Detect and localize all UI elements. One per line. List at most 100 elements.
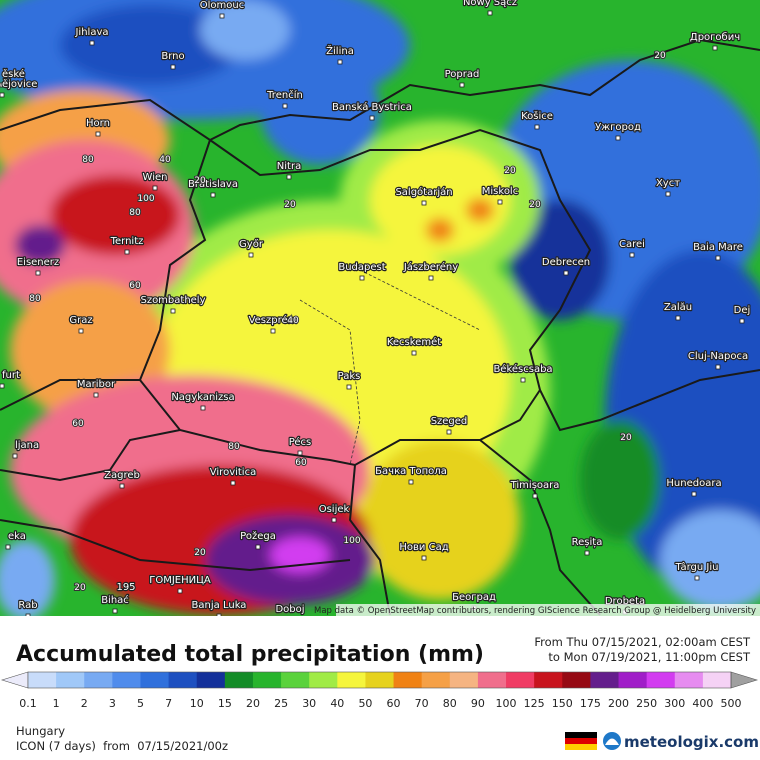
city-marker bbox=[170, 308, 176, 314]
legend-tick-label: 150 bbox=[552, 697, 573, 710]
city-label: Miskolc bbox=[482, 186, 518, 197]
city-label: Banja Luka bbox=[192, 600, 247, 611]
legend-swatch bbox=[393, 672, 423, 688]
legend-swatch bbox=[506, 672, 535, 688]
legend-tick-label: 125 bbox=[524, 697, 545, 710]
city-marker bbox=[25, 613, 31, 616]
city-marker bbox=[288, 618, 292, 622]
map: Olomouc Jihlava Brno Žilina Nowy Sącz Дрогоби… bbox=[0, 0, 760, 622]
city-marker bbox=[534, 124, 540, 130]
city-marker bbox=[712, 45, 718, 51]
city-label: Szombathely bbox=[140, 295, 205, 306]
city-label: Trenčín bbox=[266, 89, 303, 101]
city-marker bbox=[459, 82, 465, 88]
city-label: eka bbox=[8, 531, 26, 542]
legend-swatch bbox=[309, 672, 338, 688]
city-marker bbox=[532, 493, 538, 499]
legend-tick-label: 80 bbox=[443, 697, 457, 710]
legend-tick-label: 250 bbox=[636, 697, 657, 710]
legend-swatch bbox=[56, 672, 85, 688]
city-label: Požega bbox=[240, 530, 276, 542]
city-label: Hunedoara bbox=[666, 478, 721, 489]
brand-logo: meteologix.com bbox=[603, 732, 759, 751]
city-label: ějovice bbox=[2, 78, 37, 90]
city-label: Békéscsaba bbox=[493, 363, 552, 375]
city-label: Wien bbox=[143, 172, 168, 183]
legend-tick-label: 300 bbox=[664, 697, 685, 710]
city-marker bbox=[428, 275, 434, 281]
city-label: Nitra bbox=[277, 161, 301, 172]
city-marker bbox=[216, 613, 222, 616]
city-label: Хуст bbox=[656, 178, 680, 189]
city-label: Bratislava bbox=[188, 179, 238, 190]
city-label: Szeged bbox=[431, 416, 468, 427]
contour-label: 100 bbox=[343, 536, 360, 546]
legend-tick-label: 60 bbox=[387, 697, 401, 710]
city-label: Дрогобич bbox=[690, 32, 740, 43]
city-marker bbox=[5, 544, 11, 550]
legend-swatch bbox=[140, 672, 170, 688]
legend-swatch bbox=[337, 672, 366, 688]
city-layer: Olomouc Jihlava Brno Žilina Nowy Sącz Дрогоби… bbox=[0, 0, 752, 622]
city-label: Košice bbox=[521, 110, 553, 122]
legend-swatch bbox=[112, 672, 141, 688]
city-marker bbox=[497, 199, 503, 205]
legend-tick-label: 40 bbox=[330, 697, 344, 710]
city-marker bbox=[255, 544, 261, 550]
legend-tick-label: 10 bbox=[190, 697, 204, 710]
legend-swatch bbox=[224, 672, 254, 688]
legend-tick-label: 500 bbox=[721, 697, 742, 710]
contour-label: 80 bbox=[82, 155, 94, 165]
city-marker bbox=[170, 64, 176, 70]
city-label: Horn bbox=[86, 118, 110, 129]
city-label: Târgu Jiu bbox=[675, 561, 719, 573]
city-marker bbox=[665, 191, 671, 197]
city-marker bbox=[346, 384, 352, 390]
city-marker bbox=[297, 450, 303, 456]
legend-tick-label: 70 bbox=[415, 697, 429, 710]
city-marker bbox=[286, 174, 292, 180]
city-marker bbox=[0, 92, 5, 98]
city-marker bbox=[487, 10, 493, 16]
contour-label: 20 bbox=[620, 433, 632, 443]
city-label: Doboj bbox=[275, 604, 304, 615]
date-to: to Mon 07/19/2021, 11:00pm CEST bbox=[548, 650, 751, 664]
city-marker bbox=[95, 131, 101, 137]
city-label: ГОМЈЕНИЦА bbox=[149, 575, 211, 586]
city-label: Nowy Sącz bbox=[463, 0, 517, 8]
city-marker bbox=[411, 350, 417, 356]
legend-swatch bbox=[421, 672, 451, 688]
city-label: Salgótarján bbox=[395, 186, 452, 198]
legend-tick-label: 5 bbox=[137, 697, 144, 710]
legend-tick-label: 2 bbox=[81, 697, 88, 710]
model-run: ICON (7 days) from 07/15/2021/00z bbox=[16, 739, 228, 753]
city-label: Veszprém bbox=[249, 314, 298, 326]
city-marker bbox=[119, 483, 125, 489]
city-marker bbox=[421, 555, 427, 561]
legend-tick-label: 3 bbox=[109, 697, 116, 710]
city-marker bbox=[219, 13, 225, 19]
legend-swatch bbox=[28, 672, 57, 688]
borders bbox=[0, 38, 760, 616]
city-label: Olomouc bbox=[200, 0, 244, 11]
city-marker bbox=[112, 608, 118, 614]
city-label: Ternitz bbox=[110, 236, 144, 247]
city-label: Rab bbox=[18, 600, 37, 611]
region: Hungary bbox=[16, 724, 65, 738]
legend-tick-label: 15 bbox=[218, 697, 232, 710]
legend-tick-label: 0.1 bbox=[19, 697, 37, 710]
city-marker bbox=[359, 275, 365, 281]
legend-tick-label: 20 bbox=[246, 697, 260, 710]
contour-label: 20 bbox=[504, 166, 516, 176]
legend-swatch bbox=[281, 672, 310, 688]
city-label: Ужгород bbox=[595, 122, 641, 133]
city-marker bbox=[0, 82, 5, 88]
legend-tick-label: 1 bbox=[53, 697, 60, 710]
contour-label: 100 bbox=[137, 194, 154, 204]
legend-swatch bbox=[477, 672, 507, 688]
city-marker bbox=[248, 252, 254, 258]
contour-label: 60 bbox=[295, 458, 307, 468]
date-from: From Thu 07/15/2021, 02:00am CEST bbox=[534, 635, 751, 649]
city-label: Žilina bbox=[326, 44, 354, 57]
city-label: Reșița bbox=[572, 537, 603, 548]
